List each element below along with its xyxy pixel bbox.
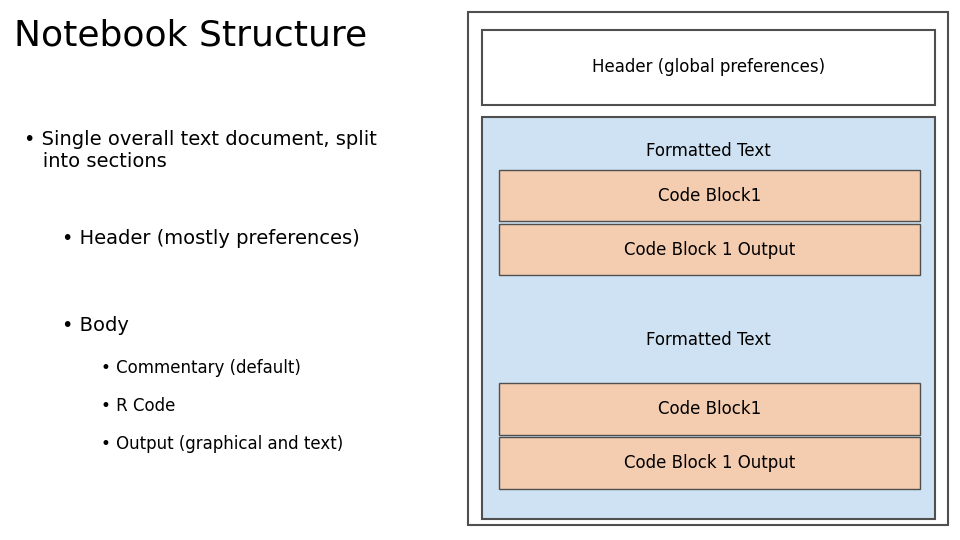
Text: • R Code: • R Code: [101, 397, 175, 415]
Bar: [499, 383, 920, 435]
Text: Formatted Text: Formatted Text: [646, 142, 771, 160]
Text: Code Block1: Code Block1: [658, 400, 761, 418]
Bar: [499, 170, 920, 221]
Text: • Single overall text document, split
   into sections: • Single overall text document, split in…: [24, 130, 377, 171]
Text: Header (global preferences): Header (global preferences): [592, 58, 825, 77]
Text: Code Block 1 Output: Code Block 1 Output: [624, 454, 795, 472]
Text: • Header (mostly preferences): • Header (mostly preferences): [62, 230, 360, 248]
Bar: [468, 12, 948, 525]
Text: • Output (graphical and text): • Output (graphical and text): [101, 435, 343, 453]
Text: • Body: • Body: [62, 316, 130, 335]
Bar: [499, 224, 920, 275]
Text: Code Block1: Code Block1: [658, 187, 761, 205]
Bar: [499, 437, 920, 489]
Text: • Commentary (default): • Commentary (default): [101, 359, 300, 377]
Text: Notebook Structure: Notebook Structure: [14, 19, 368, 53]
Text: Formatted Text: Formatted Text: [646, 331, 771, 349]
Bar: [482, 117, 935, 519]
Text: Code Block 1 Output: Code Block 1 Output: [624, 241, 795, 259]
Bar: [482, 30, 935, 105]
